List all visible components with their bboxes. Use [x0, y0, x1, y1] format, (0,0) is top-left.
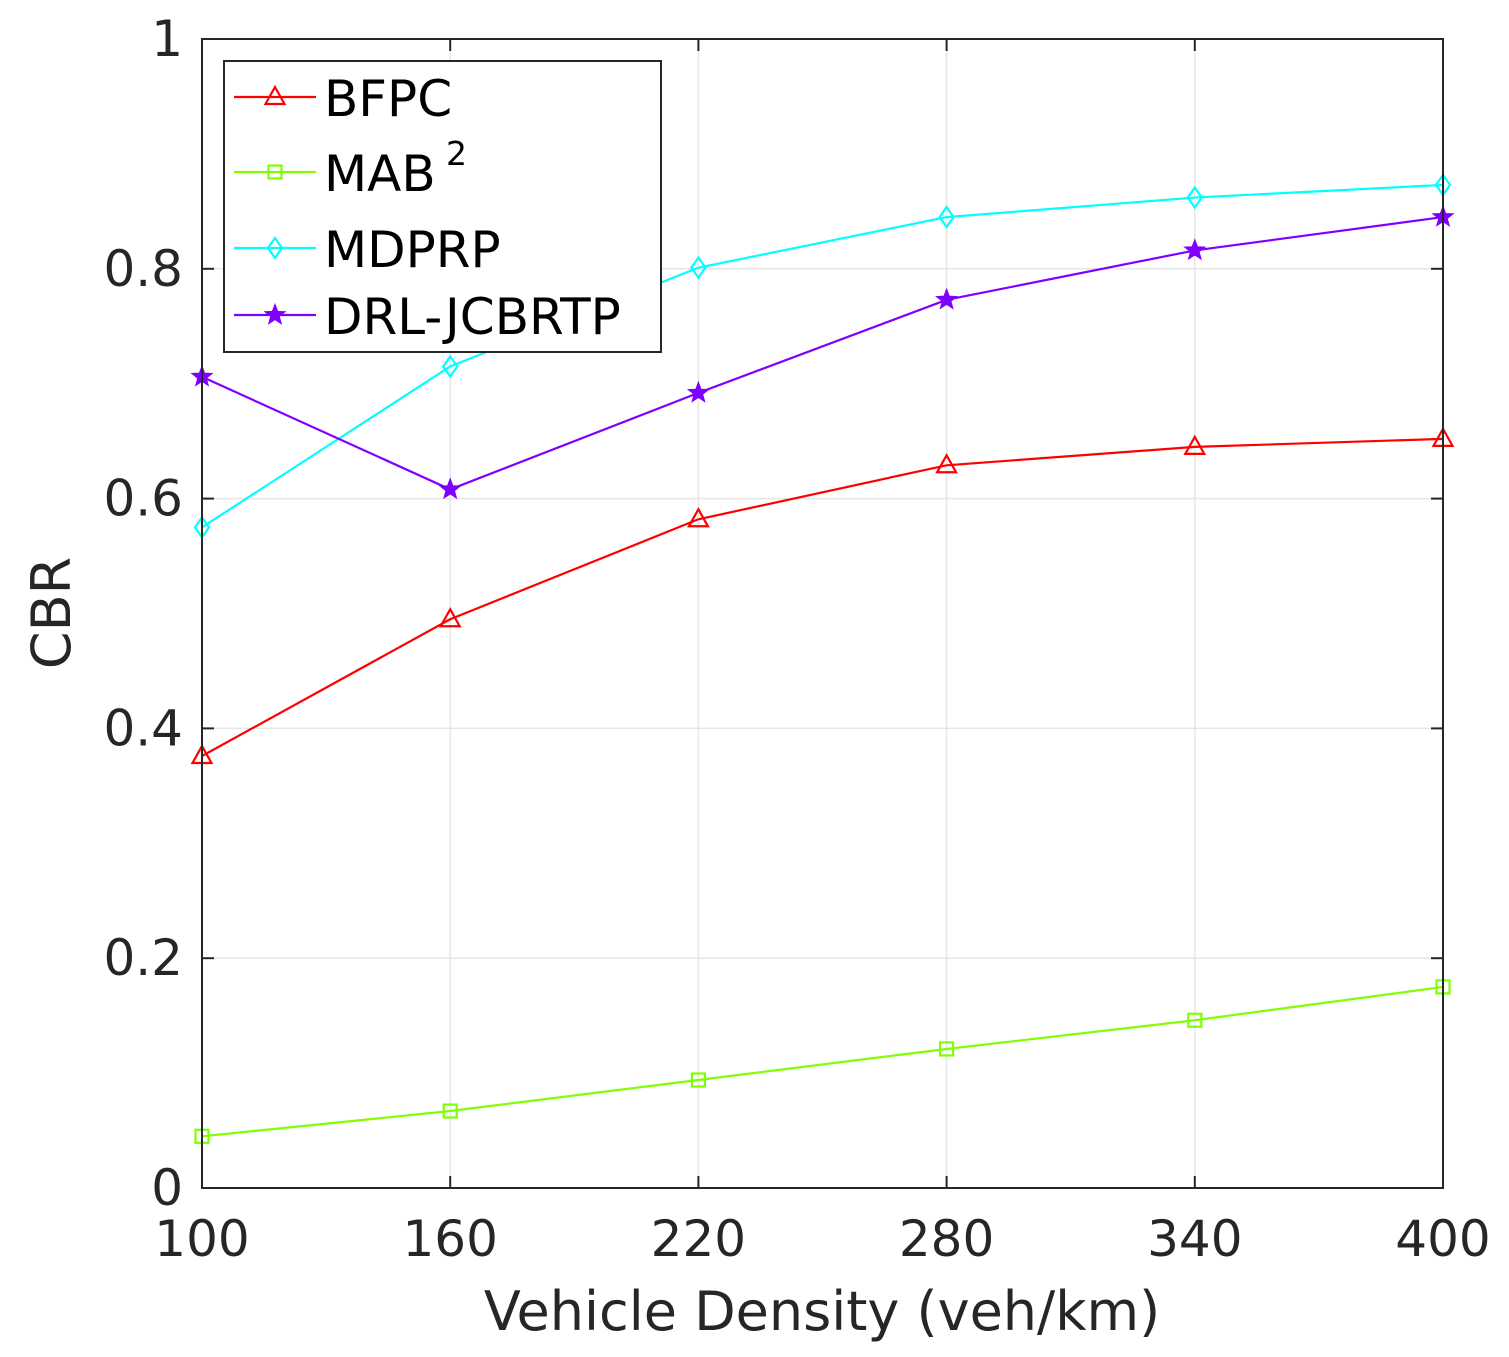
- x-axis-title: Vehicle Density (veh/km): [484, 1280, 1160, 1343]
- data-point: [441, 354, 459, 379]
- series-line: [201, 437, 1444, 757]
- x-tick-label: 220: [651, 1210, 746, 1268]
- data-point: [1186, 185, 1204, 210]
- legend-entry-drl-jcbrtp: DRL-JCBRTP: [234, 288, 621, 346]
- legend-entry-mdprp: MDPRP: [234, 221, 501, 279]
- data-point: [935, 287, 959, 310]
- series-line: [201, 216, 1444, 491]
- x-tick-label: 400: [1395, 1210, 1490, 1268]
- y-axis-title: CBR: [20, 557, 83, 669]
- data-point: [690, 1072, 707, 1088]
- x-tick-label: 280: [899, 1210, 994, 1268]
- data-point: [935, 453, 958, 474]
- legend-entry-mab2: MAB 2: [234, 134, 467, 203]
- data-point: [690, 255, 707, 280]
- x-tick-label: 160: [402, 1210, 497, 1268]
- legend-label: MDPRP: [324, 221, 501, 279]
- legend-marker: [263, 302, 287, 325]
- y-tick-label: 0: [151, 1159, 183, 1217]
- data-point: [442, 1103, 458, 1119]
- data-point: [686, 380, 710, 403]
- legend-marker: [267, 164, 283, 180]
- x-tick-label: 100: [154, 1210, 249, 1268]
- data-point: [687, 507, 710, 528]
- axis-ticks: [201, 38, 1444, 1189]
- data-point: [938, 1041, 955, 1057]
- y-tick-label: 0.2: [103, 929, 183, 987]
- series-line: [201, 183, 1444, 529]
- y-tick-label: 1: [151, 10, 183, 68]
- legend: BFPC MAB 2 MDPRP DRL-JCBRTP: [223, 60, 662, 353]
- plot-frame: [201, 38, 1444, 1189]
- series-mdprp: [193, 173, 1452, 540]
- legend-marker: [266, 236, 284, 260]
- series-layer: [190, 173, 1455, 1144]
- y-tick-label: 0.6: [103, 470, 183, 528]
- legend-label: MAB: [324, 145, 436, 203]
- data-point: [1183, 434, 1207, 455]
- tick-labels: 100 160 220 280 340 400 0 0.2 0.4 0.6 0.8 1: [103, 10, 1490, 1268]
- legend-box: [223, 60, 662, 353]
- legend-superscript: 2: [446, 134, 467, 173]
- data-point: [1183, 238, 1207, 261]
- y-tick-label: 0.8: [103, 240, 183, 298]
- y-tick-label: 0.4: [103, 699, 183, 757]
- data-point: [438, 477, 462, 500]
- series-line: [201, 985, 1444, 1138]
- legend-label: BFPC: [324, 70, 452, 128]
- data-point: [1187, 1012, 1203, 1028]
- legend-label: DRL-JCBRTP: [324, 288, 621, 346]
- data-point: [438, 606, 462, 628]
- legend-marker: [263, 84, 287, 106]
- legend-entry-bfpc: BFPC: [234, 70, 452, 128]
- data-point: [938, 205, 955, 230]
- x-tick-label: 340: [1147, 1210, 1242, 1268]
